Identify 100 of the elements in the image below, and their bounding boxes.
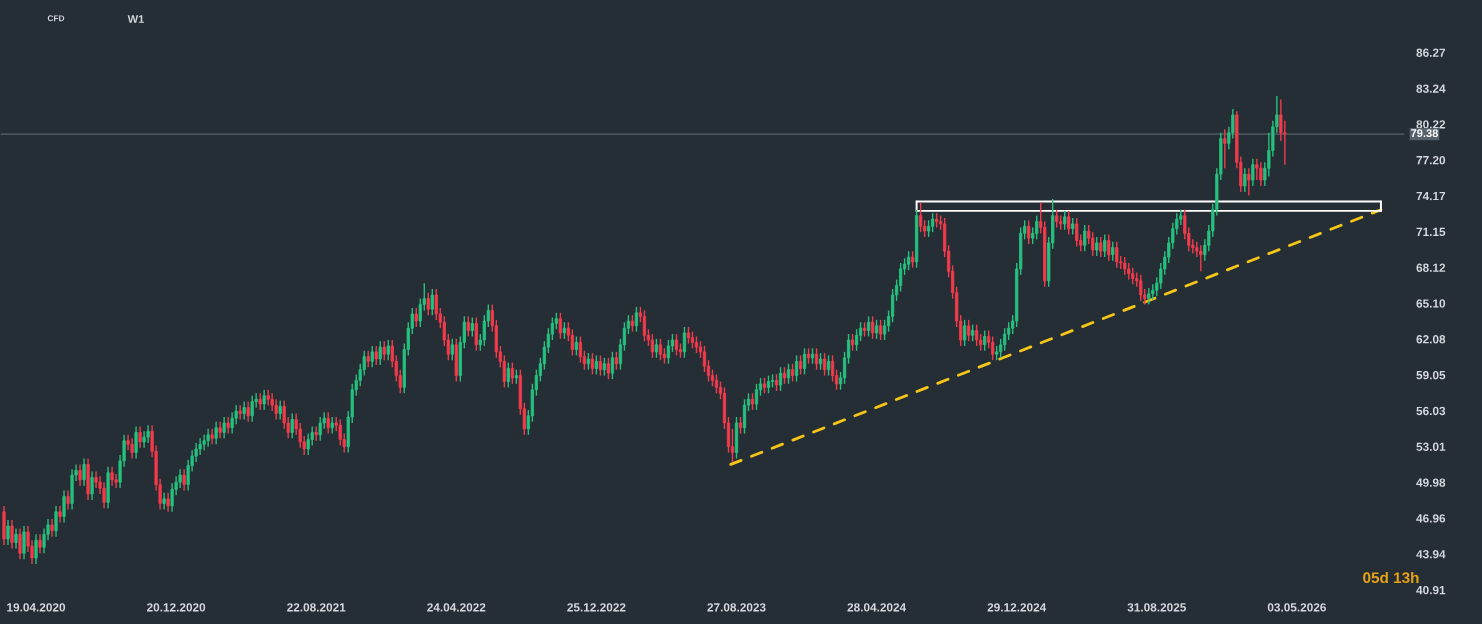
candlestick xyxy=(1259,161,1263,187)
candlestick xyxy=(650,333,655,359)
y-tick-label: 77.20 xyxy=(1416,155,1446,165)
x-tick-label: 27.08.2023 xyxy=(707,603,766,612)
candlestick xyxy=(222,416,226,440)
candlestick xyxy=(10,519,14,550)
candlestick xyxy=(38,533,42,554)
candlestick xyxy=(1251,158,1255,187)
candlestick xyxy=(814,347,819,371)
candlestick xyxy=(18,527,22,560)
x-tick-label: 29.12.2024 xyxy=(987,603,1047,612)
y-tick-label: 56.03 xyxy=(1416,406,1446,416)
x-tick-label: 20.12.2020 xyxy=(146,603,206,612)
candlestick xyxy=(54,505,58,538)
y-tick-label: 49.98 xyxy=(1416,478,1446,487)
candlestick xyxy=(258,392,262,411)
x-tick-label: 31.08.2025 xyxy=(1127,603,1186,612)
candlestick xyxy=(470,316,474,338)
candlestick xyxy=(822,352,827,377)
candlestick xyxy=(991,335,995,361)
candlestick xyxy=(1091,231,1095,257)
y-tick-label: 68.12 xyxy=(1416,263,1446,272)
candlestick xyxy=(450,338,454,361)
candlestick xyxy=(1095,236,1099,257)
y-tick-label: 83.24 xyxy=(1416,84,1446,93)
candlestick xyxy=(414,307,418,328)
y-tick-label: 86.27 xyxy=(1416,48,1446,57)
y-tick-label: 53.01 xyxy=(1416,442,1446,451)
candlestick xyxy=(558,312,562,340)
candlestick xyxy=(1027,219,1031,245)
candlestick xyxy=(1199,244,1203,272)
candlestick xyxy=(378,340,382,366)
y-tick-label: 71.15 xyxy=(1416,227,1446,237)
candlestick xyxy=(682,326,687,359)
candlestick xyxy=(778,366,783,392)
candlestick xyxy=(598,354,603,377)
y-tick-label: 46.96 xyxy=(1416,514,1446,523)
candlestick xyxy=(1223,128,1227,169)
y-tick-label: 43.94 xyxy=(1416,550,1446,559)
candlestick xyxy=(874,319,879,340)
annotation: CFD xyxy=(47,15,65,22)
candlestick xyxy=(931,212,935,233)
candlestick xyxy=(634,306,639,333)
x-tick-label: 28.04.2024 xyxy=(847,603,907,612)
candlestick xyxy=(714,373,719,395)
candlestick xyxy=(1139,274,1143,302)
candlestick xyxy=(1247,167,1251,197)
candlestick xyxy=(866,315,871,338)
candlestick xyxy=(430,288,434,316)
candlestick xyxy=(570,328,574,357)
y-tick-label: 62.08 xyxy=(1416,335,1446,344)
candlestick xyxy=(210,428,214,445)
candlestick xyxy=(1243,167,1247,193)
y-tick-label: 74.17 xyxy=(1416,191,1446,201)
candlestick xyxy=(906,250,911,271)
candlestick xyxy=(802,347,807,376)
candlestick xyxy=(975,323,979,347)
candlestick xyxy=(967,319,971,342)
candlestick xyxy=(182,468,186,492)
candlestick xyxy=(78,463,82,487)
candlestick xyxy=(138,425,142,449)
x-tick-label: 22.08.2021 xyxy=(287,603,346,612)
ref-line-label: 79.38 xyxy=(1411,129,1439,138)
candlestick xyxy=(246,400,250,423)
candlestick xyxy=(658,338,663,361)
candlestick xyxy=(590,352,595,376)
candlestick xyxy=(506,361,510,389)
candlestick xyxy=(1063,210,1067,231)
candlestick xyxy=(654,338,659,359)
candlestick xyxy=(14,527,18,550)
candlestick xyxy=(226,416,230,435)
candlestick xyxy=(786,363,791,385)
candlestick xyxy=(6,519,10,546)
candlestick xyxy=(22,525,26,560)
annotation: W1 xyxy=(127,15,145,23)
y-tick-label: 40.91 xyxy=(1416,585,1446,595)
candlestick xyxy=(830,354,835,383)
candlestick xyxy=(338,418,342,447)
candlestick xyxy=(66,489,70,511)
candlestick xyxy=(510,361,514,385)
candlestick xyxy=(666,339,671,365)
candlestick xyxy=(1067,210,1071,236)
x-tick-label: 03.05.2026 xyxy=(1267,603,1326,612)
candlestick xyxy=(963,319,967,347)
annotation: 05d 13h xyxy=(1363,571,1419,584)
candlestick xyxy=(370,345,374,368)
x-tick-label: 24.04.2022 xyxy=(427,603,486,612)
candlestick xyxy=(290,412,294,440)
candlestick xyxy=(594,354,599,376)
candlestick xyxy=(306,432,310,456)
candlestick xyxy=(878,319,883,341)
x-tick-label: 19.04.2020 xyxy=(7,603,66,612)
y-tick-label: 59.05 xyxy=(1416,371,1446,380)
candlestick xyxy=(1103,233,1107,258)
y-tick-label: 65.10 xyxy=(1416,299,1446,308)
candlestick xyxy=(278,399,282,421)
candlestick xyxy=(82,457,86,487)
candlestick xyxy=(214,421,218,445)
candlestick xyxy=(702,345,707,373)
candlestick xyxy=(250,395,254,423)
